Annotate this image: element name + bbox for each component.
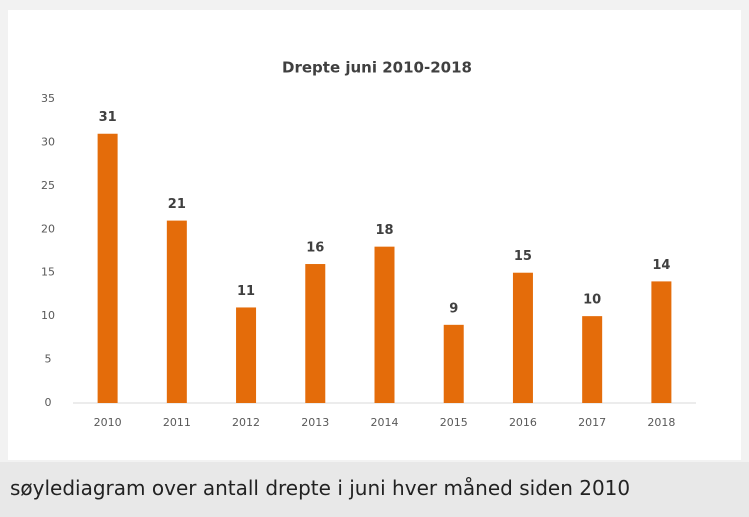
data-label: 14	[652, 258, 670, 273]
y-tick-label: 35	[41, 92, 55, 105]
y-tick-label: 5	[45, 353, 52, 366]
data-label: 9	[449, 301, 458, 316]
y-tick-label: 20	[41, 222, 55, 235]
y-tick-label: 10	[41, 309, 55, 322]
x-tick-label: 2011	[163, 416, 191, 429]
bar	[166, 220, 187, 403]
data-label: 16	[306, 241, 324, 256]
data-label: 18	[375, 223, 393, 238]
x-tick-label: 2013	[301, 416, 329, 429]
bar	[97, 133, 118, 403]
chart-title: Drepte juni 2010-2018	[282, 59, 472, 77]
data-label: 10	[583, 293, 601, 308]
bar	[651, 281, 672, 403]
y-tick-label: 25	[41, 179, 55, 192]
data-label: 31	[99, 110, 117, 125]
data-label: 15	[514, 249, 532, 264]
data-label: 11	[237, 284, 255, 299]
x-tick-label: 2012	[232, 416, 260, 429]
x-tick-label: 2017	[578, 416, 606, 429]
y-tick-label: 0	[45, 396, 52, 409]
x-tick-label: 2015	[440, 416, 468, 429]
bar	[443, 324, 464, 403]
caption: søylediagram over antall drepte i juni h…	[0, 462, 749, 517]
x-tick-label: 2014	[371, 416, 399, 429]
x-tick-label: 2018	[647, 416, 675, 429]
x-tick-label: 2016	[509, 416, 537, 429]
x-tick-label: 2010	[94, 416, 122, 429]
bar	[512, 272, 533, 403]
bar	[582, 316, 603, 403]
bar	[305, 264, 326, 403]
bar	[374, 246, 395, 403]
y-tick-label: 30	[41, 135, 55, 148]
data-label: 21	[168, 197, 186, 212]
y-tick-label: 15	[41, 266, 55, 279]
bar	[236, 307, 257, 403]
chart: Drepte juni 2010-2018 0 5 10 15 20 25 30 35 2010…	[8, 10, 741, 460]
